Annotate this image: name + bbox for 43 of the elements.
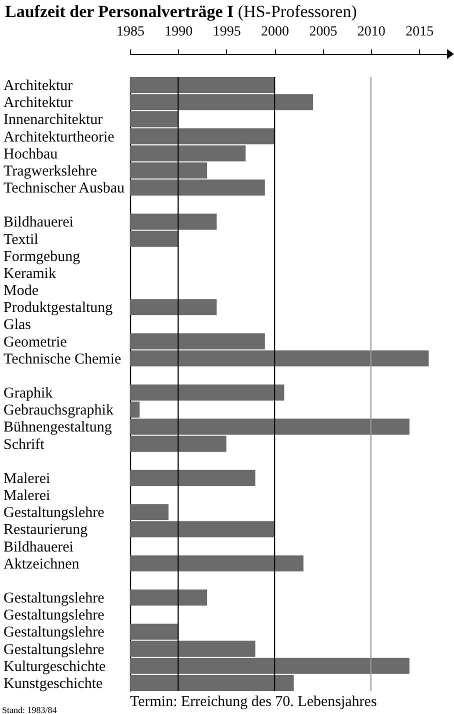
y-tick-label: Tragwerkslehre — [4, 163, 98, 180]
x-tick-label: 1985 — [116, 24, 144, 40]
y-tick-label: Bildhauerei — [4, 214, 74, 231]
y-tick-label: Technischer Ausbau — [4, 180, 125, 197]
y-tick-label: Kulturgeschichte — [4, 658, 106, 675]
y-tick-label: Gebrauchsgraphik — [4, 402, 114, 419]
y-tick-label: Formgebung — [4, 248, 81, 265]
x-tick-label: 2010 — [357, 24, 386, 40]
chart-title: Laufzeit der Personalverträge I — [5, 2, 234, 21]
y-tick-label: Gestaltungslehre — [4, 505, 105, 522]
y-tick-label: Mode — [4, 283, 39, 300]
text: Stand: 1983/84 — [2, 705, 57, 714]
x-tick-label: 2005 — [309, 24, 338, 40]
y-tick-label: Architektur — [4, 95, 73, 112]
y-tick-label: Architektur — [4, 78, 73, 94]
y-tick-label: Technische Chemie — [4, 351, 122, 368]
x-tick-label: 2015 — [406, 24, 434, 40]
y-tick-label: Bühnengestaltung — [4, 420, 112, 436]
chart-subtitle: (HS-Professoren) — [236, 2, 357, 21]
y-tick-label: Malerei — [4, 470, 50, 487]
y-tick-label: Aktzeichnen — [4, 556, 80, 572]
x-tick-label: 2000 — [261, 24, 290, 40]
y-tick-label: Malerei — [4, 488, 50, 504]
y-tick-label: Restaurierung — [4, 522, 88, 538]
y-tick-label: Hochbau — [4, 146, 58, 162]
y-tick-label: Kunstgeschichte — [4, 676, 103, 692]
y-tick-label: Gestaltungslehre — [4, 624, 105, 641]
y-tick-label: Geometrie — [4, 334, 68, 350]
y-tick-label: Schrift — [4, 436, 46, 453]
y-tick-label: Graphik — [4, 386, 54, 402]
y-tick-label: Bildhauerei — [4, 539, 74, 556]
text: Termin: Erreichung des 70. Lebensjahres — [130, 694, 377, 711]
x-tick-label: 1990 — [164, 24, 193, 40]
y-tick-label: Gestaltungslehre — [4, 642, 105, 658]
y-tick-label: Gestaltungslehre — [4, 608, 105, 624]
y-tick-label: Gestaltungslehre — [4, 590, 105, 607]
y-tick-label: Keramik — [4, 266, 56, 282]
y-tick-label: Textil — [4, 232, 38, 248]
y-tick-label: Produktgestaltung — [4, 300, 114, 316]
y-tick-label: Glas — [4, 317, 32, 334]
y-tick-label: Innenarchitektur — [4, 112, 103, 128]
y-tick-label: Architekturtheorie — [4, 129, 115, 146]
x-tick-label: 1995 — [212, 24, 241, 40]
